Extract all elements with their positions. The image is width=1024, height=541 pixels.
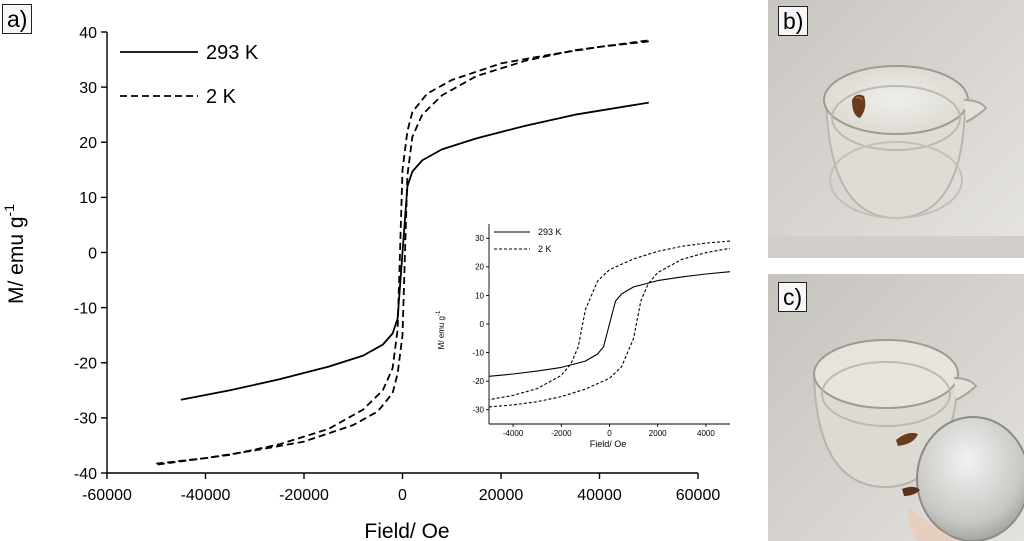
- inset-y-tick-label-2: -10: [472, 348, 484, 357]
- inset-y-tick-label-6: 30: [475, 234, 484, 243]
- panel-label-b: b): [778, 6, 809, 36]
- inset-x-tick-label-4: 4000: [697, 429, 715, 438]
- inset-x-tick-label-0: -4000: [503, 429, 524, 438]
- inset-legend: 293 K 2 K: [494, 227, 562, 254]
- inset-y-axis-title-exponent: -1: [436, 310, 442, 316]
- inset-y-tick-label-0: -30: [472, 406, 484, 415]
- panel-label-c: c): [778, 282, 808, 312]
- main-y-tick-label-8: 40: [79, 25, 97, 42]
- main-y-tick-label-2: -20: [74, 356, 97, 373]
- photo-b: [768, 0, 1024, 258]
- main-y-tick-label-1: -30: [74, 411, 97, 428]
- main-x-tick-label-6: 60000: [676, 487, 721, 504]
- main-curves: [156, 39, 649, 466]
- main-y-axis-title: M/ emu g-1: [1, 204, 28, 304]
- main-x-tick-label-0: -60000: [82, 487, 132, 504]
- main-y-axis-title-text: M/ emu g: [5, 216, 28, 304]
- main-legend-label-1: 2 K: [206, 86, 237, 108]
- inset-legend-label-1: 2 K: [538, 244, 552, 254]
- main-y-tick-label-7: 30: [79, 80, 97, 97]
- photo-c-image: [768, 274, 1024, 541]
- inset-legend-label-0: 293 K: [538, 227, 562, 237]
- main-curve-2k-branch-1: [156, 39, 649, 465]
- main-legend-label-0: 293 K: [206, 42, 259, 64]
- inset-x-axis-title: Field/ Oe: [590, 439, 627, 449]
- main-y-tick-label-6: 20: [79, 135, 97, 152]
- main-y-tick-label-3: -10: [74, 300, 97, 317]
- photo-c: [768, 274, 1024, 541]
- main-x-tick-label-4: 20000: [479, 487, 524, 504]
- main-x-axis-title: Field/ Oe: [364, 520, 449, 541]
- main-curve-2k-branch-0: [156, 40, 649, 466]
- main-y-tick-label-4: 0: [88, 245, 97, 262]
- inset-curve-2k-branch-1: [488, 247, 731, 408]
- inset-y-axis-title: M/ emu g-1: [436, 310, 446, 349]
- inset-ticks: -4000 -2000 0 2000 4000 -30 -20 -10 0 10 20 30: [472, 234, 715, 438]
- main-y-tick-label-5: 10: [79, 190, 97, 207]
- inset-x-tick-label-2: 0: [607, 429, 612, 438]
- inset-chart: -4000 -2000 0 2000 4000 -30 -20 -10 0 10 20 30 Fiel…: [436, 220, 732, 453]
- main-x-tick-label-2: -20000: [279, 487, 329, 504]
- photo-b-image: [768, 0, 1024, 258]
- main-curve-293k: [180, 101, 649, 401]
- main-y-axis-title-exponent: -1: [1, 204, 17, 217]
- inset-x-tick-label-1: -2000: [551, 429, 572, 438]
- main-x-tick-label-1: -40000: [181, 487, 231, 504]
- inset-y-tick-label-4: 10: [475, 291, 484, 300]
- main-y-tick-label-0: -40: [74, 466, 97, 483]
- inset-y-tick-label-5: 20: [475, 263, 484, 272]
- panel-label-a: a): [2, 4, 33, 34]
- main-legend: 293 K 2 K: [120, 42, 259, 108]
- inset-y-tick-label-1: -20: [472, 377, 484, 386]
- main-ticks: -60000 -40000 -20000 0 20000 40000 60000-40-30…: [74, 25, 720, 504]
- inset-curve-2k-branch-0: [488, 240, 731, 401]
- main-x-tick-label-5: 40000: [577, 487, 622, 504]
- inset-curves: [488, 240, 731, 408]
- inset-x-tick-label-3: 2000: [649, 429, 667, 438]
- main-chart: -60000 -40000 -20000 0 20000 40000 60000-40-30…: [1, 25, 720, 541]
- inset-background: [482, 220, 732, 453]
- inset-curve-293k: [488, 271, 731, 377]
- main-x-tick-label-3: 0: [398, 487, 407, 504]
- inset-y-axis-title-text: M/ emu g: [437, 316, 446, 349]
- inset-y-tick-label-3: 0: [480, 320, 485, 329]
